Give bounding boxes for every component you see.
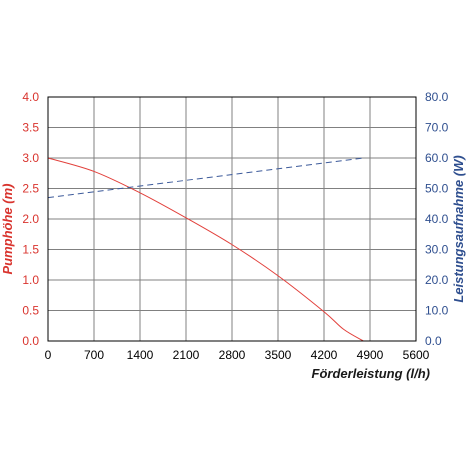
y-left-tick-label: 2.5 <box>22 182 39 196</box>
y-right-axis-title: Leistungsaufnahme (W) <box>451 155 466 302</box>
x-tick-label: 3500 <box>265 348 292 362</box>
power-consumption-line <box>47 157 364 199</box>
y-left-tick-labels: 0.0 0.5 1.0 1.5 2.0 2.5 3.0 3.5 4.0 <box>22 90 39 348</box>
pump-head-curve <box>47 157 364 342</box>
x-tick-label: 2800 <box>219 348 246 362</box>
y-left-tick-label: 1.5 <box>22 243 39 257</box>
y-left-tick-label: 0.5 <box>22 304 39 318</box>
y-right-tick-label: 10.0 <box>425 304 449 318</box>
series-layer <box>47 157 364 342</box>
x-axis-title: Förderleistung (l/h) <box>312 366 430 381</box>
x-tick-label: 2100 <box>173 348 200 362</box>
y-right-tick-label: 80.0 <box>425 90 449 104</box>
y-left-tick-label: 3.5 <box>22 121 39 135</box>
y-right-tick-label: 20.0 <box>425 273 449 287</box>
y-left-tick-label: 3.0 <box>22 151 39 165</box>
x-tick-label: 1400 <box>127 348 154 362</box>
x-tick-label: 0 <box>45 348 52 362</box>
y-right-tick-label: 30.0 <box>425 243 449 257</box>
x-tick-labels: 0 700 1400 2100 2800 3500 4200 4900 5600 <box>45 348 430 362</box>
x-tick-label: 5600 <box>403 348 430 362</box>
y-right-tick-label: 60.0 <box>425 151 449 165</box>
grid-lines <box>48 97 416 341</box>
y-left-tick-label: 0.0 <box>22 334 39 348</box>
plot-frame <box>47 96 417 342</box>
y-left-tick-label: 2.0 <box>22 212 39 226</box>
x-tick-label: 4200 <box>311 348 338 362</box>
y-right-tick-label: 40.0 <box>425 212 449 226</box>
y-left-tick-label: 1.0 <box>22 273 39 287</box>
x-tick-label: 4900 <box>357 348 384 362</box>
y-right-tick-label: 0.0 <box>425 334 442 348</box>
y-right-tick-labels: 0.0 10.0 20.0 30.0 40.0 50.0 60.0 70.0 80.0 <box>425 90 449 348</box>
y-right-tick-label: 70.0 <box>425 121 449 135</box>
y-left-axis-title: Pumphöhe (m) <box>0 184 15 275</box>
x-tick-label: 700 <box>84 348 104 362</box>
y-right-tick-label: 50.0 <box>425 182 449 196</box>
y-left-tick-label: 4.0 <box>22 90 39 104</box>
